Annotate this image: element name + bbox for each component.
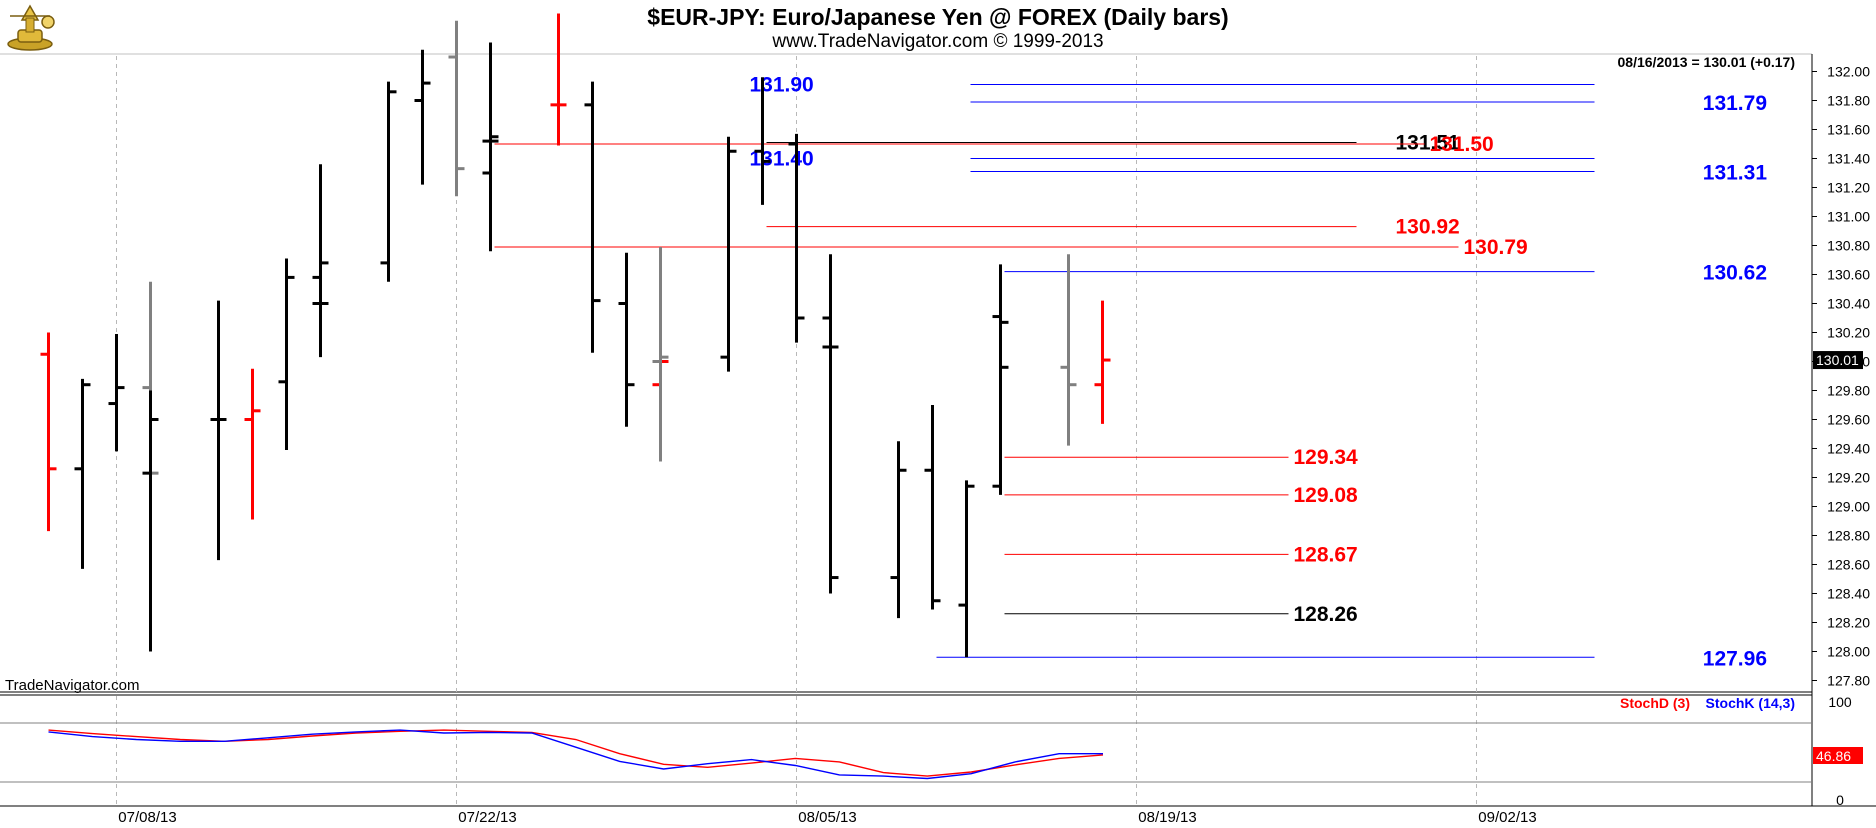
level-label: 129.08 <box>1294 484 1359 507</box>
last-quote: 08/16/2013 = 130.01 (+0.17) <box>1618 54 1795 70</box>
ohlc-bar <box>550 13 567 146</box>
ohlc-bar <box>108 333 125 452</box>
ohlc-bar <box>448 20 465 197</box>
last-price-box <box>1813 351 1863 370</box>
price-tick-label: 130.80 <box>1827 238 1870 254</box>
ohlc-bar <box>822 344 839 594</box>
ohlc-bar <box>142 390 159 652</box>
level-label: 131.51 <box>1396 132 1461 155</box>
price-tick-label: 128.60 <box>1827 557 1870 573</box>
ohlc-bar <box>788 133 805 343</box>
date-tick-label: 07/22/13 <box>458 809 516 826</box>
level-label: 128.26 <box>1294 603 1358 626</box>
ohlc-bar <box>312 164 329 350</box>
chart-header: $EUR-JPY: Euro/Japanese Yen @ FOREX (Dai… <box>0 0 1876 54</box>
price-tick-label: 131.80 <box>1827 93 1870 109</box>
last-price-label: 130.01 <box>1816 352 1859 368</box>
price-tick-label: 130.20 <box>1827 325 1870 341</box>
price-tick-label: 129.80 <box>1827 383 1870 399</box>
ohlc-bar <box>890 441 907 619</box>
trade-navigator-logo-icon <box>4 2 56 52</box>
level-label: 131.50 <box>1430 133 1494 156</box>
stoch-last-label: 46.86 <box>1816 748 1851 764</box>
stoch-legend-d: StochD (3) <box>1620 695 1690 711</box>
ohlc-bar <box>244 368 261 520</box>
date-tick-label: 08/05/13 <box>798 809 856 826</box>
price-tick-label: 129.40 <box>1827 441 1870 457</box>
plot-background <box>0 54 1812 828</box>
price-tick-label: 129.60 <box>1827 412 1870 428</box>
watermark: TradeNavigator.com <box>5 677 140 694</box>
stochastic-panel: 100 0 StochK (14,3) StochD (3) 46.86 <box>0 694 1863 808</box>
chart-title: $EUR-JPY: Euro/Japanese Yen @ FOREX (Dai… <box>647 4 1229 30</box>
chart-subtitle: www.TradeNavigator.com © 1999-2013 <box>772 31 1104 52</box>
price-tick-label: 131.20 <box>1827 180 1870 196</box>
ohlc-bar <box>482 42 499 162</box>
chart-grid <box>116 56 1477 806</box>
date-axis: 07/08/13 07/22/13 08/05/13 08/19/13 09/02/13 <box>118 809 1536 826</box>
price-tick-label: 128.80 <box>1827 528 1870 544</box>
ohlc-bar <box>40 332 57 532</box>
price-tick-label: 128.20 <box>1827 615 1870 631</box>
price-bars <box>40 13 1111 658</box>
ohlc-bar <box>278 258 295 450</box>
level-label: 129.34 <box>1294 446 1359 469</box>
ohlc-bar <box>1094 300 1111 424</box>
price-tick-label: 128.40 <box>1827 586 1870 602</box>
stoch-tick-label: 0 <box>1836 792 1844 808</box>
stoch-legend-k: StochK (14,3) <box>1706 695 1795 711</box>
stoch-line <box>48 729 1103 780</box>
ohlc-bar <box>720 136 737 372</box>
level-label: 127.96 <box>1703 647 1767 670</box>
price-tick-label: 131.00 <box>1827 209 1870 225</box>
level-label: 131.90 <box>750 74 814 97</box>
level-label: 128.67 <box>1294 543 1358 566</box>
level-label: 131.31 <box>1703 162 1768 185</box>
level-label: 130.62 <box>1703 262 1767 285</box>
price-tick-label: 129.20 <box>1827 470 1870 486</box>
stoch-last-box <box>1813 747 1863 764</box>
date-tick-label: 07/08/13 <box>118 809 176 826</box>
price-tick-label: 127.80 <box>1827 673 1870 689</box>
stoch-tick-label: 100 <box>1828 694 1852 710</box>
ohlc-bar <box>754 77 771 205</box>
price-tick-label: 132.00 <box>1827 64 1870 80</box>
price-levels: 131.90131.79131.51131.50131.40131.31130.… <box>494 74 1768 670</box>
ohlc-bar <box>992 264 1009 388</box>
ohlc-bar <box>74 378 91 569</box>
level-label: 131.79 <box>1703 92 1767 115</box>
level-label: 130.79 <box>1464 236 1528 259</box>
ohlc-bar <box>380 81 397 282</box>
date-tick-label: 09/02/13 <box>1478 809 1536 826</box>
ohlc-bar <box>1060 254 1077 446</box>
price-axis: 132.00 131.80 131.60 131.40 131.20 131.00 130.… <box>1812 64 1870 689</box>
price-tick-label: 128.00 <box>1827 644 1870 660</box>
price-tick-label: 130.60 <box>1827 267 1870 283</box>
ohlc-bar <box>924 405 941 610</box>
ohlc-bar <box>958 480 975 658</box>
level-label: 130.92 <box>1396 216 1460 239</box>
ohlc-bar <box>652 246 669 462</box>
price-tick-label: 129.00 <box>1827 499 1870 515</box>
price-tick-label: 131.40 <box>1827 151 1870 167</box>
date-strip <box>0 807 1876 828</box>
ohlc-bar <box>210 300 227 561</box>
date-tick-label: 08/19/13 <box>1138 809 1196 826</box>
price-tick-label: 131.60 <box>1827 122 1870 138</box>
ohlc-bar <box>584 81 601 353</box>
price-tick-label: 130.40 <box>1827 296 1870 312</box>
ohlc-bar <box>414 49 431 185</box>
ohlc-bar <box>618 252 635 427</box>
chart-frame <box>0 53 1876 828</box>
